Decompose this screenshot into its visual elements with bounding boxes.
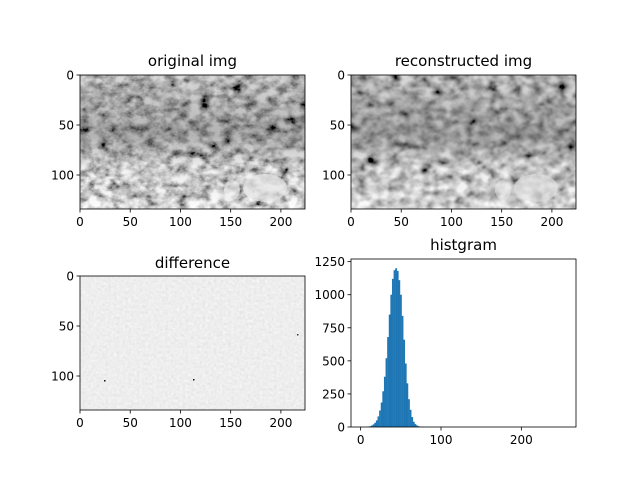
x-tick-label: 50: [123, 416, 138, 430]
y-tick-label: 100: [322, 169, 345, 183]
x-tick-label: 0: [76, 416, 84, 430]
x-tick-label: 100: [169, 416, 192, 430]
y-tick-label: 500: [322, 354, 345, 368]
histogram-bar: [414, 424, 417, 427]
y-tick-label: 50: [59, 119, 74, 133]
histogram-bar: [398, 280, 401, 427]
axes-frame: [350, 74, 577, 210]
axes-frame: [350, 258, 577, 428]
x-tick-label: 200: [510, 433, 533, 447]
histogram-bar: [382, 391, 385, 427]
histogram-bar: [403, 339, 406, 427]
panel-difference: difference 0 50 100 150 200 0 50 100: [51, 254, 306, 430]
y-tick-label: 1250: [314, 255, 345, 269]
axes-frame: [79, 275, 306, 411]
histogram-bar: [385, 358, 388, 427]
y-tick-label: 50: [59, 320, 74, 334]
panel-title: histgram: [430, 236, 497, 254]
x-tick-label: 0: [357, 433, 365, 447]
x-tick-label: 150: [490, 215, 513, 229]
histogram-bar: [383, 376, 386, 427]
y-tick-label: 250: [322, 387, 345, 401]
x-tick-label: 100: [440, 215, 463, 229]
axes-difference: 0 50 100 150 200 0 50 100: [51, 270, 306, 430]
y-tick-label: 0: [66, 270, 74, 284]
x-tick-label: 0: [347, 215, 355, 229]
y-tick-label: 0: [66, 69, 74, 83]
panel-original-img: original img 0 50 100 150 200 0 50 100: [51, 52, 306, 229]
histogram-bar: [411, 417, 414, 427]
panel-histogram: histgram 0 100 200 0 250 500 750 1000 1250: [314, 236, 577, 447]
panel-reconstructed-img: reconstructed img 0 50 100 150 200 0 50 100: [322, 52, 577, 229]
histogram-bar: [406, 383, 409, 427]
x-tick-label: 50: [394, 215, 409, 229]
histogram-bar: [400, 294, 402, 427]
y-tick-label: 50: [330, 119, 345, 133]
histogram-bar: [393, 270, 396, 427]
image-reconstructed: [351, 75, 576, 209]
histogram-bar: [396, 270, 399, 427]
histogram-bar: [395, 268, 398, 427]
x-tick-label: 200: [269, 416, 292, 430]
axes-frame: [79, 74, 306, 210]
x-tick-label: 150: [219, 215, 242, 229]
histogram-bars: [366, 268, 426, 427]
axes-reconstructed-img: 0 50 100 150 200 0 50 100: [322, 69, 577, 229]
axes-original-img: 0 50 100 150 200 0 50 100: [51, 69, 306, 229]
image-difference: [80, 276, 305, 410]
histogram-bar: [416, 425, 418, 427]
y-tick-label: 1000: [314, 288, 345, 302]
histogram-bar: [387, 337, 389, 427]
y-tick-label: 0: [337, 69, 345, 83]
y-tick-label: 0: [337, 421, 345, 435]
x-tick-label: 100: [169, 215, 192, 229]
panel-title: reconstructed img: [395, 52, 532, 70]
histogram-bar: [412, 421, 415, 427]
histogram-bar: [371, 425, 373, 427]
histogram-bar: [380, 402, 383, 427]
axes-histogram: 0 100 200 0 250 500 750 1000 1250: [314, 255, 577, 447]
histogram-bar: [375, 420, 378, 427]
y-tick-label: 100: [51, 169, 74, 183]
panel-title: difference: [155, 254, 230, 272]
histogram-bar: [372, 424, 375, 427]
histogram-bar: [408, 399, 410, 427]
histogram-bar: [388, 314, 391, 427]
x-tick-label: 0: [76, 215, 84, 229]
y-tick-label: 750: [322, 321, 345, 335]
x-tick-label: 200: [540, 215, 563, 229]
x-tick-label: 50: [123, 215, 138, 229]
histogram-bar: [377, 416, 380, 427]
histogram-bar: [404, 363, 407, 427]
x-tick-label: 200: [269, 215, 292, 229]
histogram-bar: [374, 422, 377, 427]
panel-title: original img: [148, 52, 237, 70]
x-tick-label: 150: [219, 416, 242, 430]
histogram-bar: [390, 294, 393, 427]
histogram-bar: [409, 409, 412, 427]
histogram-bar: [391, 278, 394, 427]
x-tick-label: 100: [430, 433, 453, 447]
y-tick-label: 100: [51, 370, 74, 384]
histogram-bar: [379, 410, 381, 427]
histogram-bar: [401, 315, 404, 427]
image-original: [80, 75, 305, 209]
